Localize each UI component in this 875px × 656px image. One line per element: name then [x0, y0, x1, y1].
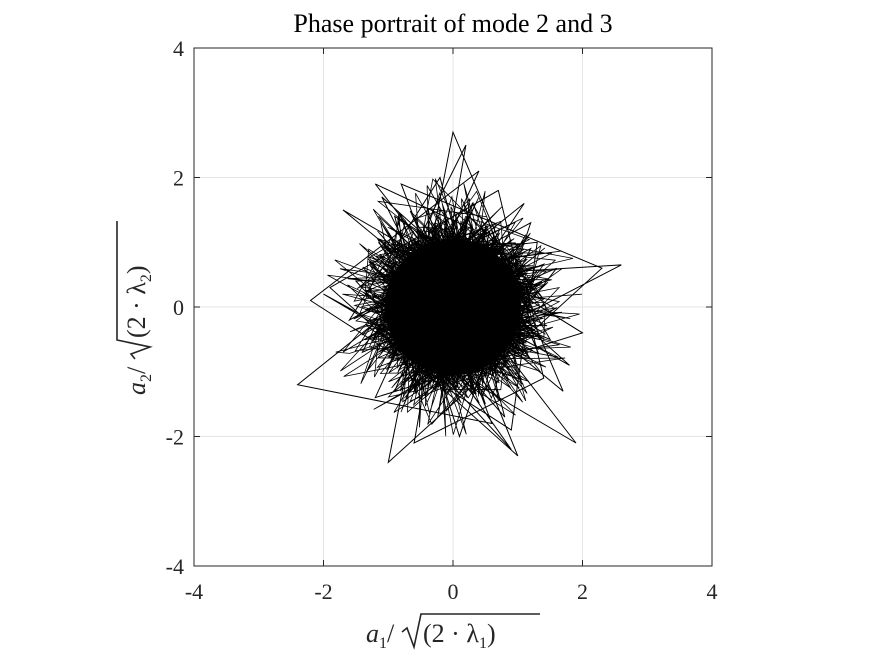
chart-title: Phase portrait of mode 2 and 3	[293, 9, 612, 38]
plot-frame	[193, 47, 713, 567]
x-tick-label: 0	[448, 579, 459, 604]
y-tick-label: 4	[173, 36, 184, 61]
trajectory-dense-core	[296, 130, 622, 464]
svg-text:a1/: a1/	[366, 619, 395, 652]
svg-text:a2/: a2/	[122, 366, 155, 395]
y-label-open-sub: 2	[138, 274, 155, 282]
trajectory-series-line	[296, 130, 622, 464]
y-label-sep: /	[122, 366, 151, 374]
y-tick-label: 0	[173, 295, 184, 320]
y-axis-label: a2/ (2 · λ2)	[116, 221, 155, 395]
y-label-open: (2 · λ	[122, 282, 151, 338]
y-label-sqrt	[116, 221, 153, 360]
x-tick-label: 4	[707, 579, 718, 604]
x-label-close: )	[487, 619, 496, 648]
x-label-open: (2 · λ	[423, 619, 479, 648]
x-label-var-sub: 1	[379, 635, 387, 652]
x-tick-label: -2	[314, 579, 332, 604]
y-label-close: )	[122, 265, 151, 274]
svg-text:(2 · λ1): (2 · λ1)	[423, 619, 496, 652]
x-label-sep: /	[387, 619, 395, 648]
x-tick-label: 2	[577, 579, 588, 604]
x-label-sqrt	[401, 613, 540, 650]
x-tick-label: -4	[185, 579, 203, 604]
y-tick-label: 2	[173, 166, 184, 191]
x-label-open-sub: 1	[479, 635, 487, 652]
y-label-var: a	[122, 382, 151, 395]
y-label-var-sub: 2	[138, 374, 155, 382]
y-tick-label: -4	[166, 554, 184, 579]
y-tick-label: -2	[166, 425, 184, 450]
ticks: -4 -2 0 2 4 -4 -2 0 2 4	[166, 36, 718, 604]
svg-text:(2 · λ2): (2 · λ2)	[122, 265, 155, 338]
x-label-var: a	[366, 619, 379, 648]
x-axis-label: a1/ (2 · λ1)	[366, 613, 540, 652]
data-area	[296, 130, 622, 464]
